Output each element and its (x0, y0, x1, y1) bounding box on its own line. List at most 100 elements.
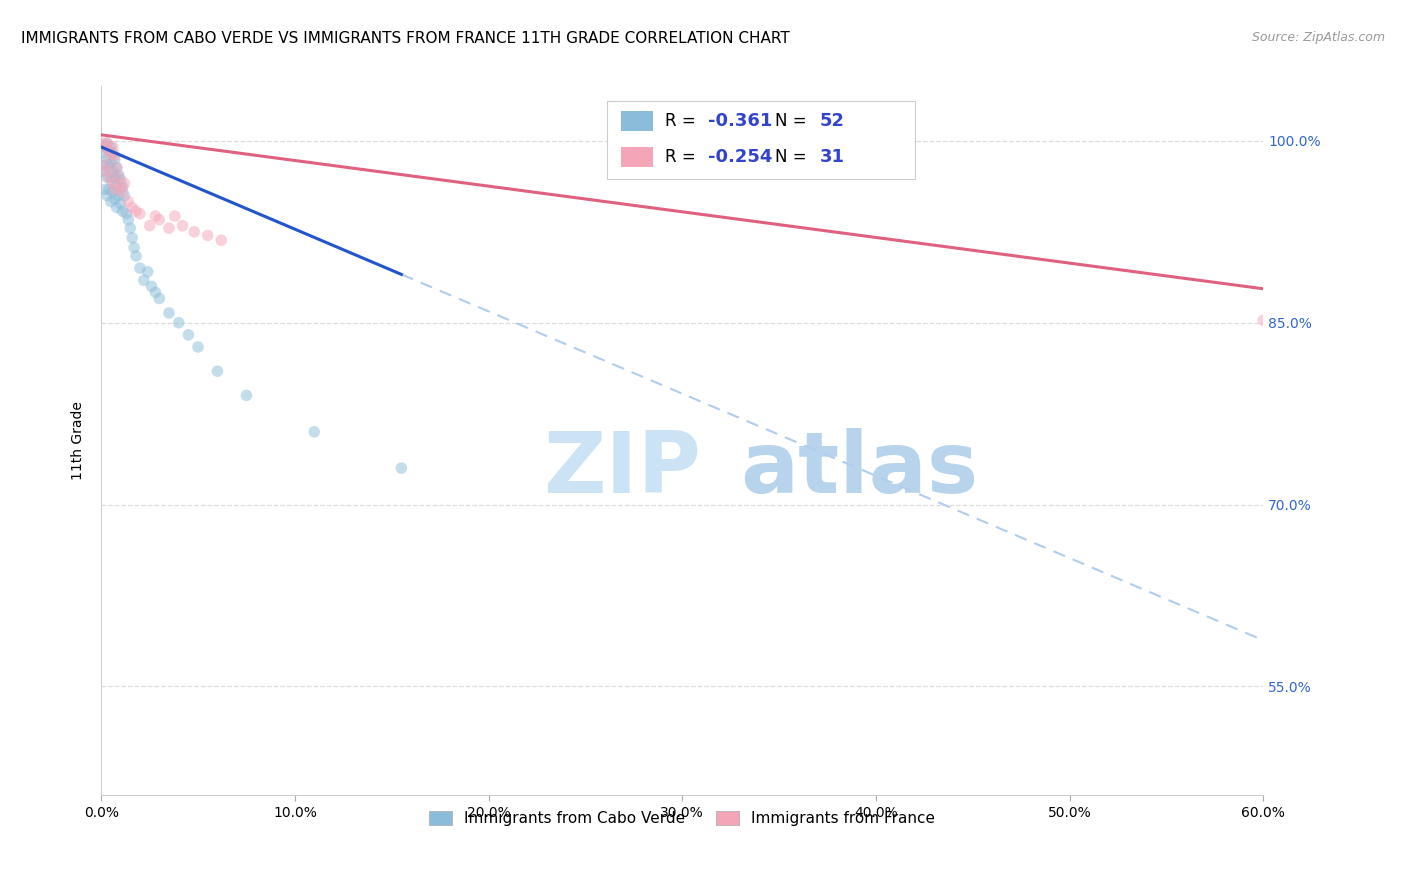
Point (100, 140, 122, 154)
Point (389, 461, 412, 475)
Point (91, 164, 114, 178)
Point (110, 197, 132, 211)
Point (111, 204, 134, 219)
Point (107, 168, 129, 182)
Point (97, 182, 120, 196)
Bar (606, 101, 915, 178)
Point (101, 185, 124, 199)
Point (100, 148, 122, 162)
Point (105, 161, 128, 175)
Point (125, 204, 148, 219)
Point (97, 161, 120, 175)
Point (101, 140, 124, 154)
Point (207, 364, 229, 378)
Point (100, 194, 122, 209)
Point (96, 170, 118, 185)
Point (115, 206, 138, 220)
Point (101, 164, 124, 178)
Point (117, 212, 139, 227)
Point (122, 241, 145, 255)
Point (167, 316, 190, 330)
Point (136, 265, 159, 279)
Point (197, 228, 219, 243)
Point (111, 180, 134, 194)
Point (94, 158, 117, 172)
Point (145, 285, 167, 300)
Point (94, 182, 117, 196)
Point (209, 233, 232, 247)
Point (96, 136, 118, 151)
Point (96, 136, 118, 151)
Point (94, 140, 117, 154)
Point (187, 340, 209, 354)
Point (177, 327, 200, 342)
Point (91, 136, 114, 151)
Point (97, 144, 120, 158)
Point (105, 201, 128, 215)
Text: -0.361: -0.361 (707, 112, 772, 130)
Point (100, 155, 122, 169)
Point (304, 425, 326, 439)
Point (172, 219, 194, 233)
Text: N =: N = (775, 148, 813, 166)
Point (96, 164, 118, 178)
Point (96, 152, 118, 166)
Point (129, 261, 152, 276)
Point (145, 209, 167, 223)
Point (163, 209, 186, 223)
Point (148, 212, 170, 227)
Point (104, 148, 127, 162)
Point (94, 140, 117, 154)
Text: Source: ZipAtlas.com: Source: ZipAtlas.com (1251, 31, 1385, 45)
Point (111, 185, 134, 199)
Bar (620, 147, 654, 167)
Point (138, 219, 160, 233)
Point (157, 221, 180, 235)
Point (101, 177, 124, 191)
Point (183, 225, 205, 239)
Point (121, 201, 143, 215)
Point (141, 279, 163, 293)
Point (96, 188, 118, 202)
Text: -0.254: -0.254 (707, 148, 772, 166)
Point (110, 180, 132, 194)
Point (97, 144, 120, 158)
Point (104, 152, 127, 166)
Point (105, 161, 128, 175)
Point (107, 170, 129, 185)
Text: N =: N = (775, 112, 813, 130)
Point (235, 388, 257, 402)
Point (121, 231, 143, 245)
Legend: Immigrants from Cabo Verde, Immigrants from France: Immigrants from Cabo Verde, Immigrants f… (422, 804, 943, 834)
Point (129, 206, 152, 220)
Point (100, 172, 122, 186)
Point (132, 273, 155, 287)
Y-axis label: 11th Grade: 11th Grade (72, 401, 86, 480)
Text: 52: 52 (820, 112, 845, 130)
Text: 31: 31 (820, 148, 845, 166)
Point (101, 146, 124, 161)
Point (107, 188, 129, 202)
Point (114, 188, 136, 202)
Text: atlas: atlas (741, 428, 979, 511)
Point (91, 146, 114, 161)
Text: R =: R = (665, 148, 700, 166)
Point (1251, 313, 1274, 327)
Point (125, 249, 148, 263)
Point (104, 170, 127, 185)
Point (94, 158, 117, 172)
Point (97, 170, 120, 185)
Point (104, 192, 127, 206)
Point (110, 172, 132, 186)
Point (114, 177, 136, 191)
Text: ZIP: ZIP (543, 428, 700, 511)
Point (117, 194, 139, 209)
Point (105, 178, 128, 193)
Bar (620, 111, 654, 131)
Text: IMMIGRANTS FROM CABO VERDE VS IMMIGRANTS FROM FRANCE 11TH GRADE CORRELATION CHAR: IMMIGRANTS FROM CABO VERDE VS IMMIGRANTS… (21, 31, 790, 46)
Point (104, 182, 127, 196)
Text: R =: R = (665, 112, 700, 130)
Point (120, 221, 142, 235)
Point (148, 292, 170, 306)
Point (157, 306, 180, 320)
